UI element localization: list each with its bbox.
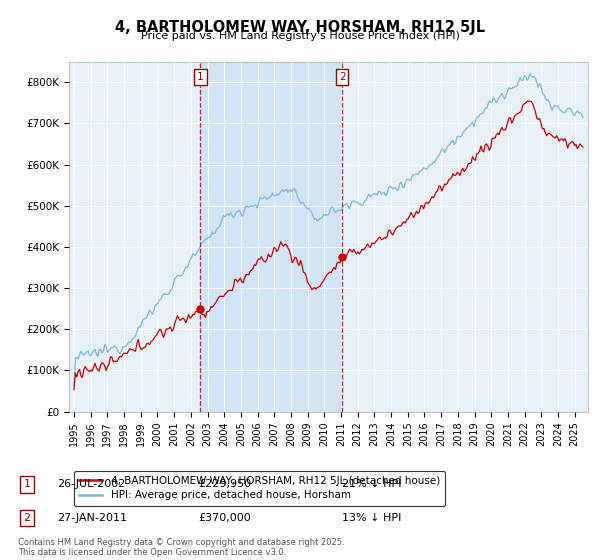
Text: 1: 1 <box>197 72 203 82</box>
Text: 21% ↓ HPI: 21% ↓ HPI <box>342 479 401 489</box>
Text: £229,950: £229,950 <box>198 479 251 489</box>
Text: 27-JAN-2011: 27-JAN-2011 <box>57 513 127 523</box>
Text: 26-JUL-2002: 26-JUL-2002 <box>57 479 125 489</box>
Text: 1: 1 <box>23 479 31 489</box>
Text: Contains HM Land Registry data © Crown copyright and database right 2025.
This d: Contains HM Land Registry data © Crown c… <box>18 538 344 557</box>
Bar <box>200 62 342 412</box>
Text: 4, BARTHOLOMEW WAY, HORSHAM, RH12 5JL: 4, BARTHOLOMEW WAY, HORSHAM, RH12 5JL <box>115 20 485 35</box>
Text: £370,000: £370,000 <box>198 513 251 523</box>
Text: Price paid vs. HM Land Registry's House Price Index (HPI): Price paid vs. HM Land Registry's House … <box>140 31 460 41</box>
Text: 2: 2 <box>23 513 31 523</box>
Legend: 4, BARTHOLOMEW WAY, HORSHAM, RH12 5JL (detached house), HPI: Average price, deta: 4, BARTHOLOMEW WAY, HORSHAM, RH12 5JL (d… <box>74 471 445 506</box>
Text: 13% ↓ HPI: 13% ↓ HPI <box>342 513 401 523</box>
Text: 2: 2 <box>339 72 346 82</box>
